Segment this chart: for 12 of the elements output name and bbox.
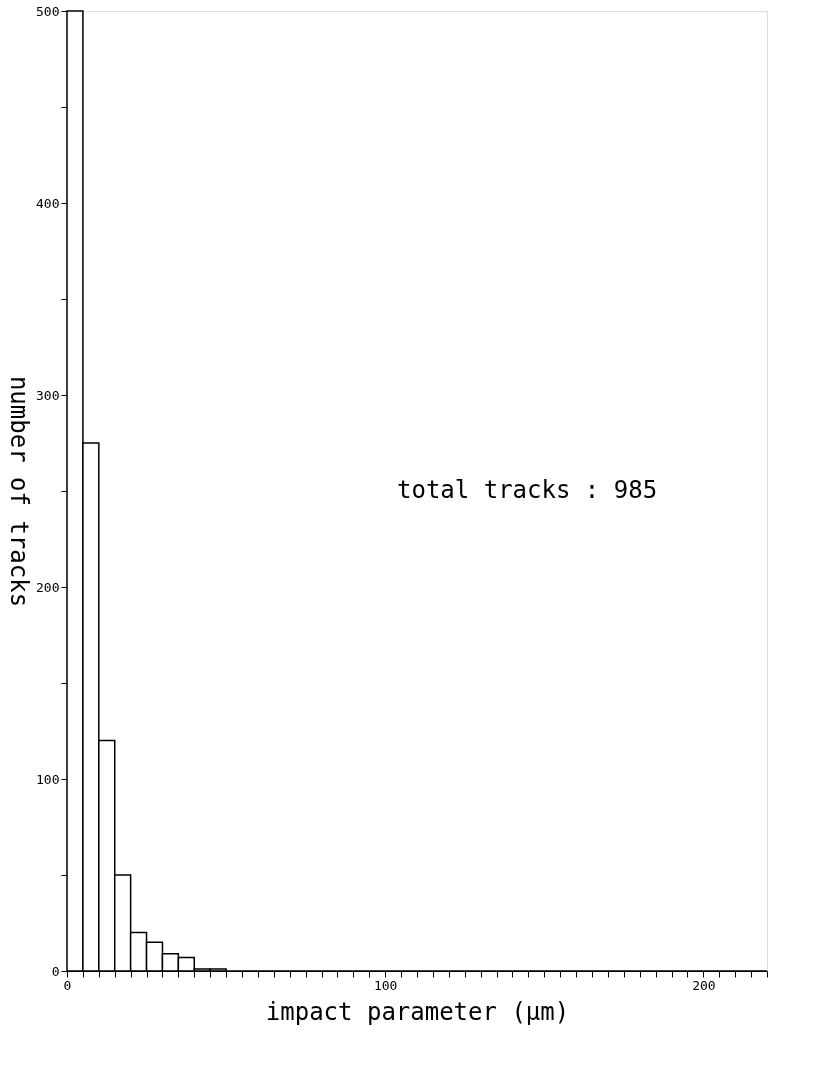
y-axis-title: number of tracks — [5, 375, 34, 608]
annotation: total tracks : 985 — [397, 476, 658, 504]
y-tick-label: 400 — [36, 195, 60, 211]
y-tick-label: 200 — [36, 579, 60, 595]
y-tick-label: 300 — [36, 387, 60, 403]
x-axis-title: impact parameter (μm) — [265, 997, 570, 1026]
x-tick-label: 200 — [692, 977, 716, 993]
x-tick-label: 100 — [373, 977, 398, 993]
y-tick-label: 0 — [51, 963, 60, 979]
x-tick-label: 0 — [63, 977, 72, 993]
y-tick-label: 500 — [36, 3, 60, 19]
y-tick-label: 100 — [36, 771, 60, 787]
